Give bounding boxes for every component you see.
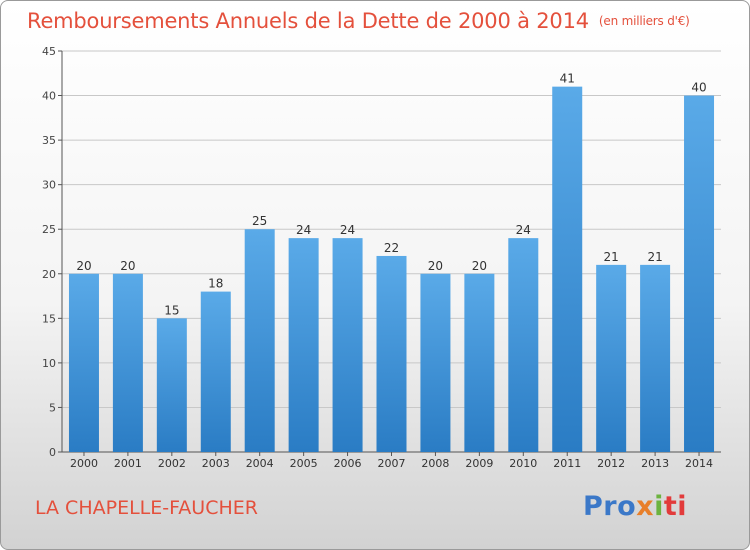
bar bbox=[552, 86, 583, 453]
bar bbox=[420, 273, 451, 452]
data-label: 18 bbox=[208, 277, 223, 291]
y-tick-label: 40 bbox=[42, 90, 56, 103]
y-tick-label: 35 bbox=[42, 134, 56, 147]
unit-label: (en milliers d'€) bbox=[598, 14, 690, 28]
data-label: 20 bbox=[120, 259, 135, 273]
bar bbox=[200, 291, 231, 452]
bar bbox=[640, 264, 671, 452]
bar bbox=[332, 238, 363, 452]
x-tick-label: 2005 bbox=[290, 457, 318, 470]
data-label: 20 bbox=[472, 259, 487, 273]
x-tick-label: 2000 bbox=[70, 457, 98, 470]
chart-title: Remboursements Annuels de la Dette de 20… bbox=[27, 9, 690, 33]
x-tick-label: 2012 bbox=[597, 457, 625, 470]
bar bbox=[112, 273, 143, 452]
data-label: 22 bbox=[384, 241, 399, 255]
x-tick-label: 2007 bbox=[378, 457, 406, 470]
bar bbox=[376, 255, 407, 452]
x-tick-label: 2001 bbox=[114, 457, 142, 470]
data-label: 41 bbox=[560, 72, 575, 86]
data-label: 21 bbox=[604, 250, 619, 264]
bar bbox=[288, 238, 319, 452]
y-tick-label: 5 bbox=[49, 401, 56, 414]
x-tick-label: 2002 bbox=[158, 457, 186, 470]
proxiti-logo: Proxiti bbox=[583, 491, 688, 522]
x-tick-label: 2004 bbox=[246, 457, 274, 470]
data-label: 15 bbox=[164, 303, 179, 317]
y-tick-label: 10 bbox=[42, 357, 56, 370]
bar bbox=[156, 318, 187, 452]
x-tick-label: 2006 bbox=[334, 457, 362, 470]
y-tick-label: 45 bbox=[42, 45, 56, 58]
bar bbox=[464, 273, 495, 452]
y-tick-label: 15 bbox=[42, 312, 56, 325]
bar bbox=[508, 238, 539, 452]
bar bbox=[244, 229, 275, 452]
x-tick-label: 2003 bbox=[202, 457, 230, 470]
x-tick-label: 2009 bbox=[465, 457, 493, 470]
y-tick-label: 30 bbox=[42, 179, 56, 192]
data-label: 24 bbox=[296, 223, 311, 237]
title-text: Remboursements Annuels de la Dette de 20… bbox=[27, 9, 589, 33]
x-tick-label: 2008 bbox=[421, 457, 449, 470]
data-label: 24 bbox=[516, 223, 531, 237]
bar bbox=[68, 273, 99, 452]
x-tick-label: 2010 bbox=[509, 457, 537, 470]
y-tick-label: 25 bbox=[42, 223, 56, 236]
data-label: 24 bbox=[340, 223, 355, 237]
bar bbox=[596, 264, 627, 452]
data-label: 20 bbox=[76, 259, 91, 273]
y-tick-label: 0 bbox=[49, 446, 56, 459]
y-tick-label: 20 bbox=[42, 268, 56, 281]
x-tick-label: 2014 bbox=[685, 457, 713, 470]
data-label: 20 bbox=[428, 259, 443, 273]
x-tick-label: 2013 bbox=[641, 457, 669, 470]
data-label: 25 bbox=[252, 214, 267, 228]
data-label: 40 bbox=[691, 81, 706, 95]
x-tick-label: 2011 bbox=[553, 457, 581, 470]
data-label: 21 bbox=[647, 250, 662, 264]
bar bbox=[684, 95, 715, 453]
place-name: LA CHAPELLE-FAUCHER bbox=[35, 497, 258, 519]
